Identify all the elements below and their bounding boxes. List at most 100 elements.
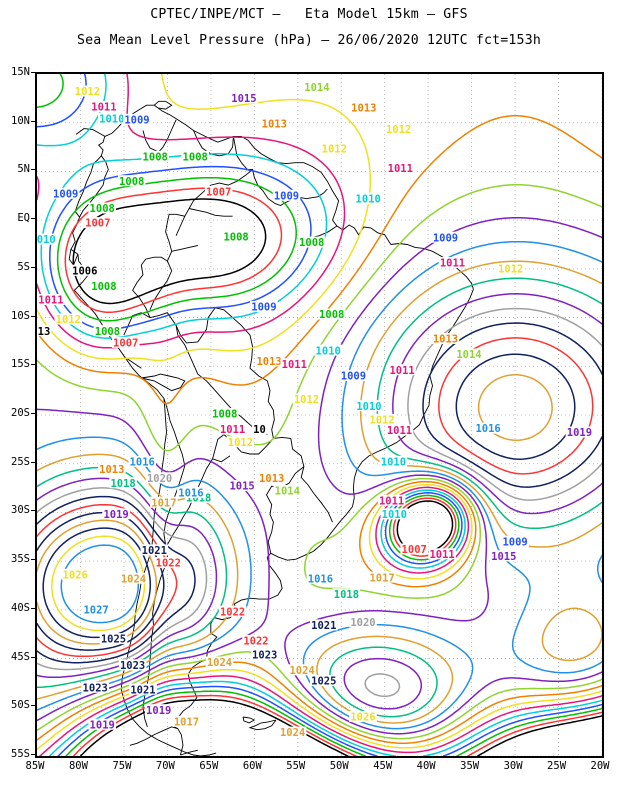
contour-label-halo xyxy=(82,603,110,615)
contour-label-halo xyxy=(255,355,283,367)
y-axis-tick xyxy=(31,266,35,268)
contour-label-halo xyxy=(145,472,174,484)
contour-value-label: 1010 xyxy=(382,509,407,521)
coastline-path xyxy=(212,455,231,463)
contour-value-label: 1013 xyxy=(259,473,284,485)
coastline-path xyxy=(68,249,79,266)
contour-label-halo xyxy=(272,189,301,201)
contour-value-label: 1017 xyxy=(151,497,176,509)
contour-label-halo xyxy=(51,187,80,199)
x-axis-tick-label: 45W xyxy=(373,760,393,772)
contour-line-1009 xyxy=(37,74,87,128)
coastline-path xyxy=(242,716,256,724)
contour-label-halo xyxy=(310,675,338,686)
contour-value-label: 1006 xyxy=(72,265,97,277)
contour-value-label: 1010 xyxy=(99,113,124,125)
contour-value-label: 1007 xyxy=(113,338,138,350)
contour-label-halo xyxy=(211,408,239,419)
y-axis-tick xyxy=(31,72,35,73)
coastline-path xyxy=(353,226,392,245)
contour-line-1016 xyxy=(596,555,602,584)
contour-label-halo xyxy=(102,508,130,520)
contour-label-halo xyxy=(61,568,89,580)
contour-value-label: 1013 xyxy=(351,103,376,115)
coastline-path xyxy=(227,136,234,155)
contour-label-halo xyxy=(250,648,279,660)
contour-value-label: 1011 xyxy=(387,425,412,437)
contour-value-label: 1023 xyxy=(252,649,277,661)
contour-value-label: 1014 xyxy=(304,82,329,94)
contour-label-halo xyxy=(388,364,416,376)
contour-value-label: 1015 xyxy=(491,551,516,563)
coastline-path xyxy=(313,497,355,552)
contour-label-halo xyxy=(317,308,346,320)
contour-label-halo xyxy=(377,494,406,506)
coastline-path xyxy=(142,119,177,153)
contour-value-label: 10 xyxy=(253,424,266,436)
contour-value-label: 1011 xyxy=(389,365,414,377)
contour-value-label: 1008 xyxy=(183,151,208,163)
contour-label-halo xyxy=(118,659,147,671)
contour-line-1021 xyxy=(37,495,196,664)
contour-line-1019 xyxy=(37,477,218,679)
contour-value-label: 1008 xyxy=(95,326,120,338)
contour-label-halo xyxy=(181,150,209,162)
contour-line-1009 xyxy=(442,703,602,756)
contour-label-halo xyxy=(90,280,118,292)
coastline-path xyxy=(233,135,340,221)
contour-value-label: 1011 xyxy=(429,549,454,561)
contour-value-label: 1027 xyxy=(83,605,108,617)
contour-line-1024 xyxy=(477,374,553,442)
contour-label-halo xyxy=(350,102,378,114)
contour-value-label: 1018 xyxy=(334,589,359,601)
contour-label-halo xyxy=(73,85,102,97)
contour-value-label: 1016 xyxy=(308,573,333,585)
contour-label-halo xyxy=(111,336,140,348)
contour-line-1019 xyxy=(392,293,602,515)
contour-label-halo xyxy=(252,423,267,435)
x-axis-tick-label: 85W xyxy=(25,760,45,772)
contour-label-halo xyxy=(273,485,302,496)
contour-value-label: 1013 xyxy=(262,118,287,130)
contour-value-label: 1015 xyxy=(229,481,254,493)
contour-label-halo xyxy=(205,656,234,668)
contour-label-halo xyxy=(90,101,118,113)
y-axis-tick xyxy=(31,754,35,755)
contour-label-halo xyxy=(565,426,594,438)
contour-line-1006 xyxy=(79,699,349,756)
y-axis-tick-label: 5N xyxy=(17,163,30,176)
contour-value-label: 1013 xyxy=(256,356,281,368)
contour-value-label: 1023 xyxy=(83,682,108,694)
contour-label-halo xyxy=(431,231,460,243)
contour-value-label: 1021 xyxy=(130,684,155,696)
contour-label-halo xyxy=(88,718,116,730)
y-axis-tick-label: EQ xyxy=(17,212,30,225)
contour-value-label: 1018 xyxy=(110,478,135,490)
contour-line-1014 xyxy=(37,184,602,452)
coastline-path xyxy=(171,245,198,252)
contour-label-halo xyxy=(297,236,326,248)
contour-label-halo xyxy=(474,422,502,434)
coastline-path xyxy=(232,136,328,206)
coastline-path xyxy=(123,312,151,336)
contour-value-label: 1008 xyxy=(119,176,144,188)
contour-line-1023 xyxy=(37,511,165,651)
contour-label-halo xyxy=(400,543,428,555)
contour-line-1021 xyxy=(422,322,602,488)
coastline-path xyxy=(141,373,186,392)
x-axis-tick-label: 60W xyxy=(242,760,262,772)
contour-line-1020 xyxy=(407,307,602,501)
contour-line-1013 xyxy=(359,480,477,588)
contour-value-label: 1012 xyxy=(386,124,411,136)
y-axis-tick xyxy=(31,461,35,463)
contour-value-label: 1011 xyxy=(440,258,465,270)
contour-label-halo xyxy=(354,192,382,204)
contour-line-1023 xyxy=(455,353,576,460)
x-axis-tick-label: 55W xyxy=(286,760,306,772)
contour-line-1017 xyxy=(541,607,602,662)
contour-value-label: 1007 xyxy=(402,544,427,556)
contour-line-1015 xyxy=(37,408,270,722)
